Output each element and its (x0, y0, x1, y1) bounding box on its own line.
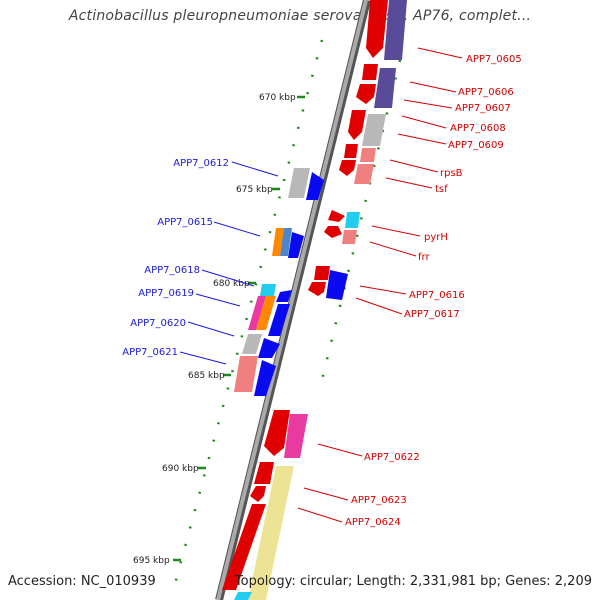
genome-backbone (215, 0, 371, 600)
gene-block-0605[interactable] (366, 0, 407, 60)
scale-label-695: 695 kbp (133, 556, 170, 566)
gene-label-pyrH[interactable]: pyrH (424, 232, 448, 243)
gene-label-app7-0606[interactable]: APP7_0606 (458, 87, 514, 98)
leader-lines-left (179, 161, 279, 365)
gene-label-app7-0612[interactable]: APP7_0612 (173, 158, 229, 169)
gene-label-app7-0617[interactable]: APP7_0617 (404, 309, 460, 320)
gene-block-0622[interactable] (264, 410, 308, 458)
genome-summary-text: Topology: circular; Length: 2,331,981 bp… (234, 574, 592, 589)
gene-labels-right: APP7_0605 APP7_0606 APP7_0607 APP7_0608 … (345, 54, 522, 528)
gene-block-0618-0621[interactable] (234, 284, 292, 396)
scale-ticks (173, 95, 305, 562)
scale-label-670: 670 kbp (259, 93, 296, 103)
gene-labels-left: APP7_0612 APP7_0615 APP7_0618 APP7_0619 … (122, 158, 229, 358)
gene-label-tsf[interactable]: tsf (435, 184, 448, 195)
gene-block-rpsB-tsf[interactable] (339, 144, 376, 184)
scale-label-685: 685 kbp (188, 371, 225, 381)
scale-track (170, 39, 402, 596)
scale-label-680: 680 kbp (213, 279, 250, 289)
gene-label-frr[interactable]: frr (418, 252, 430, 263)
gene-label-app7-0621[interactable]: APP7_0621 (122, 347, 178, 358)
gene-label-app7-0605[interactable]: APP7_0605 (466, 54, 522, 65)
scale-label-690: 690 kbp (162, 464, 199, 474)
gene-label-rpsB[interactable]: rpsB (440, 168, 463, 179)
gene-label-app7-0615[interactable]: APP7_0615 (157, 217, 213, 228)
gene-label-app7-0622[interactable]: APP7_0622 (364, 452, 420, 463)
gene-label-app7-0620[interactable]: APP7_0620 (130, 318, 186, 329)
gene-block-pyrH-frr[interactable] (324, 210, 360, 244)
gene-block-0608[interactable] (348, 110, 386, 146)
scale-label-675: 675 kbp (236, 185, 273, 195)
gene-label-app7-0624[interactable]: APP7_0624 (345, 517, 401, 528)
leader-lines-right (297, 47, 463, 523)
gene-block-0612[interactable] (288, 168, 324, 200)
accession-text: Accession: NC_010939 (8, 574, 156, 589)
gene-label-app7-0609[interactable]: APP7_0609 (448, 140, 504, 151)
gene-block-0606[interactable] (356, 64, 396, 108)
gene-label-app7-0608[interactable]: APP7_0608 (450, 123, 506, 134)
gene-label-app7-0607[interactable]: APP7_0607 (455, 103, 511, 114)
gene-label-app7-0623[interactable]: APP7_0623 (351, 495, 407, 506)
gene-label-app7-0618[interactable]: APP7_0618 (144, 265, 200, 276)
gene-block-0615[interactable] (272, 228, 304, 258)
gene-block-0616-0617[interactable] (308, 266, 348, 300)
gene-block-0623-0624[interactable] (222, 462, 294, 600)
gene-label-app7-0619[interactable]: APP7_0619 (138, 288, 194, 299)
gene-label-app7-0616[interactable]: APP7_0616 (409, 290, 465, 301)
map-title: Actinobacillus pleuropneumoniae serovar … (68, 8, 532, 24)
